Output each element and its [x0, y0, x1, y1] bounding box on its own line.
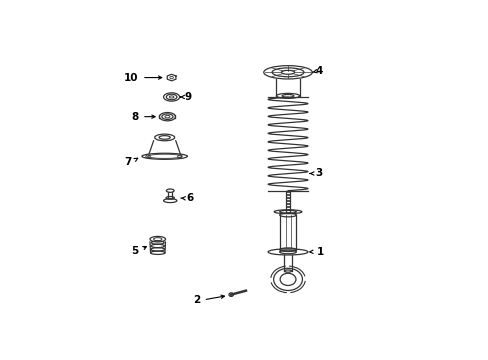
- Text: 9: 9: [183, 92, 191, 102]
- Text: 4: 4: [315, 67, 323, 76]
- Text: 10: 10: [124, 73, 138, 82]
- Text: 5: 5: [131, 246, 138, 256]
- Text: 2: 2: [193, 296, 200, 305]
- Text: 8: 8: [131, 112, 138, 122]
- Text: 1: 1: [316, 247, 323, 257]
- Text: 3: 3: [315, 168, 323, 179]
- Text: 6: 6: [186, 193, 194, 203]
- Text: 7: 7: [124, 157, 132, 167]
